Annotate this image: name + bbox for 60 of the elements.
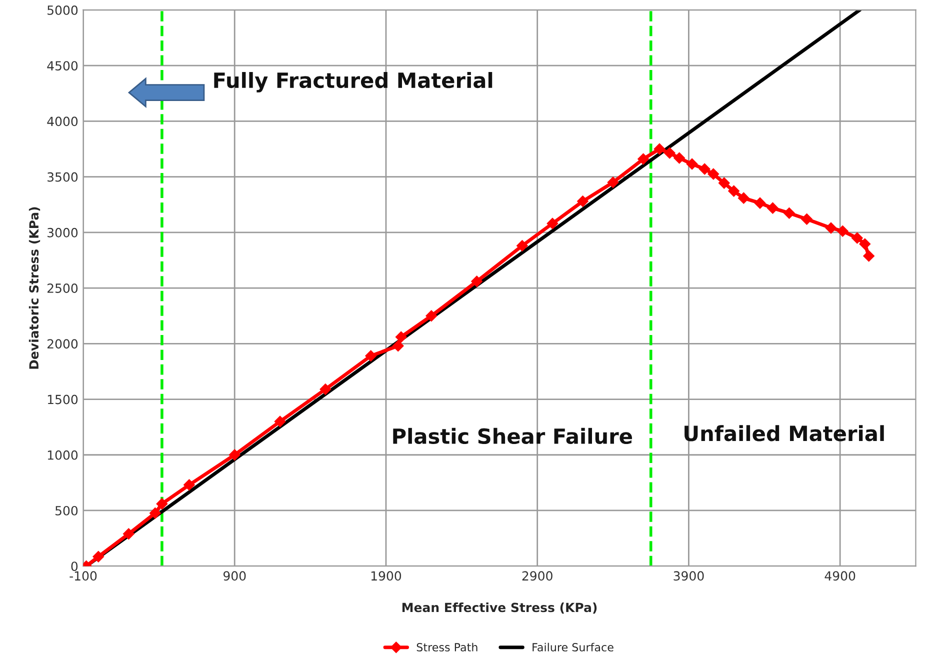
y-tick-label: 3500 xyxy=(48,172,78,182)
point xyxy=(638,153,649,165)
y-tick-label: 500 xyxy=(55,506,78,516)
x-tick-label: 1900 xyxy=(371,571,402,581)
point xyxy=(365,350,376,362)
point xyxy=(863,250,874,262)
x-tick-label: 4900 xyxy=(824,571,856,581)
point xyxy=(825,222,837,234)
y-tick-label: 1000 xyxy=(48,450,78,460)
point xyxy=(577,196,588,207)
x-axis-title: Mean Effective Stress (KPa) xyxy=(402,602,597,614)
point xyxy=(471,276,482,287)
annotation: Plastic Shear Failure xyxy=(393,428,632,444)
point xyxy=(664,147,676,159)
point xyxy=(784,207,795,219)
point xyxy=(516,240,528,252)
legend-label: Stress Path xyxy=(416,642,478,652)
legend-label: Failure Surface xyxy=(532,642,614,652)
point xyxy=(184,479,195,491)
point xyxy=(728,185,740,197)
point xyxy=(150,508,161,519)
annotation: Fully Fractured Material xyxy=(214,72,492,92)
point xyxy=(674,152,685,164)
point xyxy=(229,449,240,460)
point xyxy=(320,384,332,395)
x-tick-label: 900 xyxy=(223,571,246,581)
point xyxy=(392,340,404,352)
x-tick-label: -100 xyxy=(70,571,97,581)
point xyxy=(92,551,104,562)
point xyxy=(426,310,437,322)
y-tick-label: 1500 xyxy=(48,394,78,404)
point xyxy=(859,238,870,250)
point xyxy=(686,158,698,170)
point xyxy=(801,213,812,225)
y-axis-title: Deviatoric Stress (KPa) xyxy=(28,207,40,369)
point xyxy=(654,143,666,155)
point xyxy=(396,331,407,343)
x-tick-label: 3900 xyxy=(674,571,704,581)
y-tick-label: 4500 xyxy=(47,61,78,71)
point xyxy=(767,202,778,214)
point xyxy=(123,528,134,540)
point xyxy=(718,177,730,189)
y-tick-label: 3000 xyxy=(48,228,78,238)
point xyxy=(852,232,863,244)
annotation: Unfailed Material xyxy=(684,425,884,442)
point xyxy=(607,176,619,188)
y-tick-label: 0 xyxy=(71,562,78,572)
y-tick-label: 2500 xyxy=(47,284,78,293)
y-tick-label: 5000 xyxy=(48,5,78,15)
point xyxy=(754,197,766,209)
point xyxy=(708,168,719,180)
point xyxy=(274,416,286,428)
point xyxy=(837,225,848,237)
point xyxy=(546,218,558,230)
point xyxy=(698,163,710,175)
point xyxy=(156,498,168,510)
point xyxy=(738,192,750,204)
y-tick-label: 4000 xyxy=(47,116,78,126)
x-tick-label: 2900 xyxy=(522,571,552,581)
y-tick-label: 2000 xyxy=(47,339,78,349)
